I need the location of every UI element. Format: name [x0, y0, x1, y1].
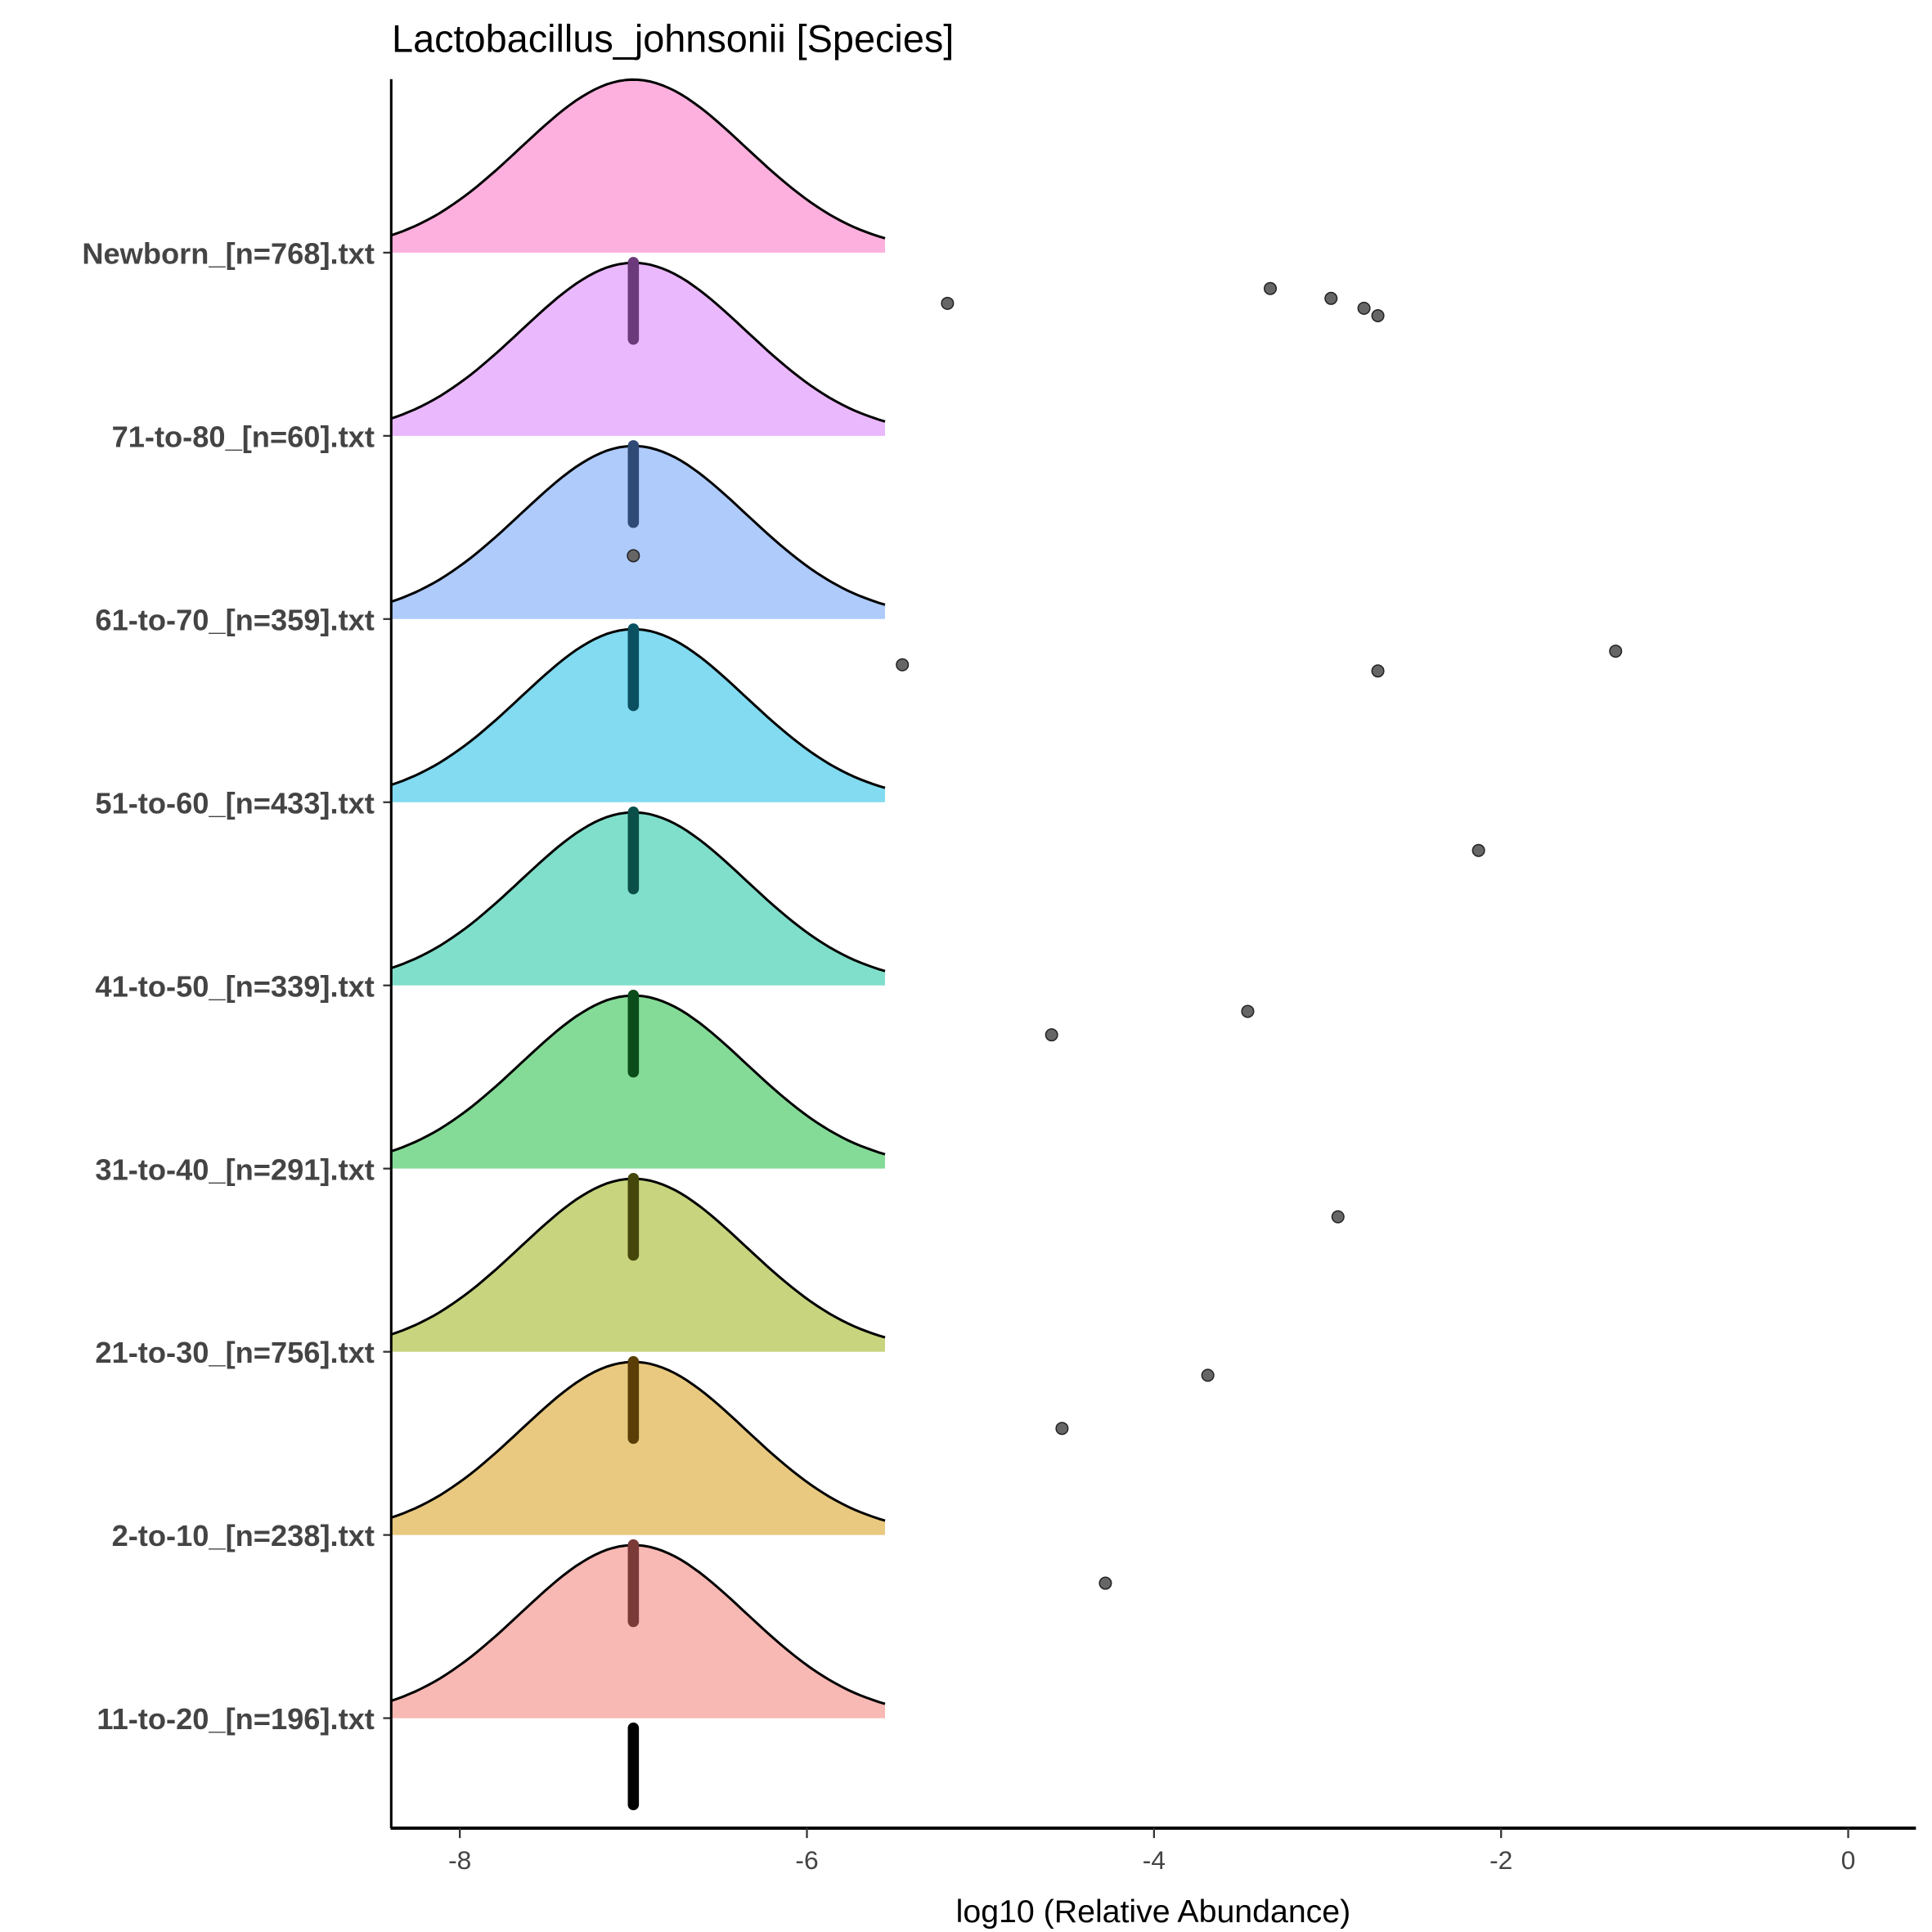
y-tick-label: 21-to-30_[n=756].txt	[95, 1336, 374, 1369]
y-tick-label: 51-to-60_[n=433].txt	[95, 786, 374, 820]
x-tick-label: -2	[1489, 1845, 1512, 1875]
y-tick-label: 41-to-50_[n=339].txt	[95, 969, 374, 1003]
y-tick-label: 31-to-40_[n=291].txt	[95, 1152, 374, 1186]
x-tick-label: 0	[1841, 1845, 1856, 1875]
ridge-fill	[390, 1362, 886, 1535]
y-tick-label: 71-to-80_[n=60].txt	[112, 420, 375, 453]
chart-title: Lactobacillus_johnsonii [Species]	[392, 17, 954, 60]
ridge-fill	[390, 263, 886, 436]
outlier-point	[941, 296, 955, 310]
outlier-point	[1324, 291, 1338, 305]
outlier-point	[1045, 1028, 1058, 1042]
x-tick-label: -6	[795, 1845, 818, 1875]
ridge-fill	[390, 995, 886, 1169]
outlier-point	[1055, 1422, 1069, 1436]
outlier-point	[1263, 281, 1278, 295]
y-tick-label: Newborn_[n=768].txt	[82, 236, 375, 270]
outlier-point	[1471, 843, 1485, 857]
y-tick-label: 2-to-10_[n=238].txt	[112, 1519, 375, 1552]
outlier-point	[1371, 664, 1385, 678]
outlier-point	[1331, 1210, 1345, 1224]
x-axis-label: log10 (Relative Abundance)	[956, 1894, 1351, 1930]
ridge-fill	[390, 1544, 886, 1719]
ridge-fill	[390, 446, 886, 619]
ridge-fill	[390, 812, 886, 986]
outlier-point	[896, 658, 910, 672]
outlier-point	[1241, 1004, 1255, 1018]
y-axis-labels: Newborn_[n=768].txt 71-to-80_[n=60].txt 61…	[82, 236, 391, 1736]
outlier-point	[1357, 301, 1371, 315]
ridge-fill	[390, 79, 886, 253]
outlier-points	[627, 281, 1623, 1590]
x-tick-label: -8	[448, 1845, 471, 1875]
ridge-fill	[390, 1179, 886, 1352]
outlier-point	[1609, 645, 1623, 658]
outlier-point	[1371, 308, 1385, 322]
ridges	[389, 78, 886, 1719]
outlier-point	[627, 549, 640, 563]
y-tick-label: 61-to-70_[n=359].txt	[95, 603, 374, 636]
outlier-point	[1099, 1576, 1112, 1590]
ridge-fill	[390, 629, 886, 802]
outlier-point	[1201, 1368, 1215, 1382]
x-tick-label: -4	[1143, 1845, 1166, 1875]
ridge-outline	[389, 78, 886, 240]
x-axis-ticks: -8 -6 -4 -2 0	[448, 1828, 1855, 1875]
y-tick-label: 11-to-20_[n=196].txt	[97, 1702, 374, 1736]
